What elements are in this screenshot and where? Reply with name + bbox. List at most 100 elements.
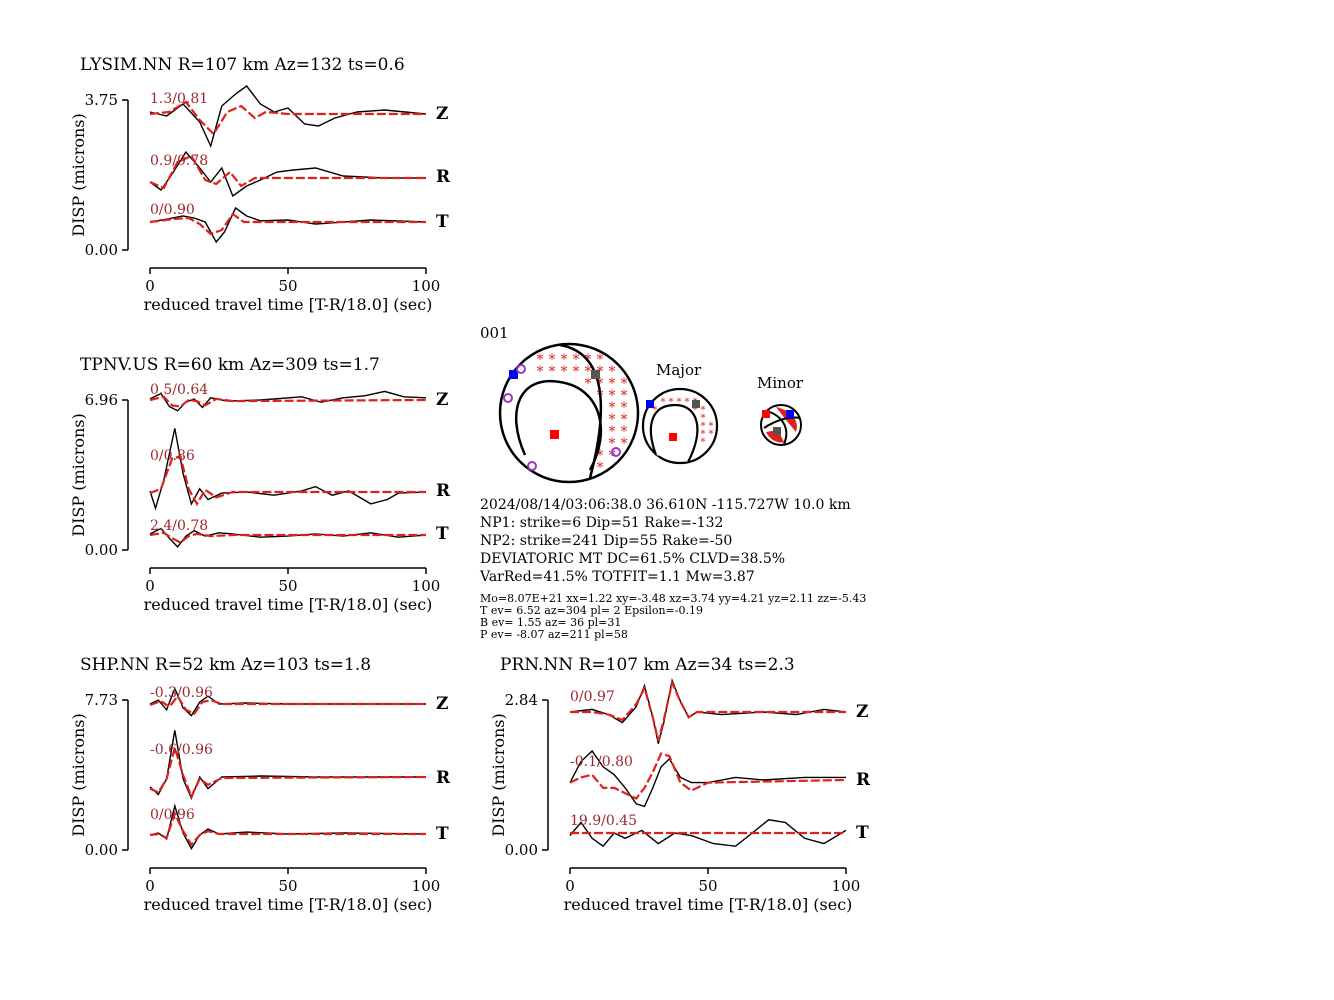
x-tick-label: 50 xyxy=(278,877,297,895)
panel-title: SHP.NN R=52 km Az=103 ts=1.8 xyxy=(80,655,371,675)
mechanism-detail-2: T ev= 6.52 az=304 pl= 2 Epsilon=-0.19 xyxy=(480,604,703,617)
beachball-major: ************** xyxy=(641,387,719,465)
star-mark: * xyxy=(585,364,592,380)
star-mark: * xyxy=(621,400,628,416)
trace-fit-label: 0/0.97 xyxy=(570,689,615,705)
star-mark: * xyxy=(585,376,592,392)
x-tick-label: 50 xyxy=(278,577,297,595)
star-mark: * xyxy=(573,352,580,368)
focal-mechanism-group: 001 ******************************* Majo… xyxy=(479,324,866,641)
y-tick-label: 0.00 xyxy=(85,241,118,259)
observed-trace-t xyxy=(149,206,427,244)
star-mark: * xyxy=(621,388,628,404)
panel-title: PRN.NN R=107 km Az=34 ts=2.3 xyxy=(500,655,795,675)
y-tick-label: 7.73 xyxy=(85,691,118,709)
mechanism-line-1: 2024/08/14/03:06:38.0 36.610N -115.727W … xyxy=(480,497,851,513)
star-mark: * xyxy=(609,400,616,416)
x-tick-label: 0 xyxy=(145,277,155,295)
y-axis-label: DISP (microns) xyxy=(69,113,88,237)
star-mark: * xyxy=(693,405,698,416)
x-axis-label: reduced travel time [T-R/18.0] (sec) xyxy=(144,295,433,314)
station-polarity-open xyxy=(611,447,621,457)
waveform-panel: LYSIM.NN R=107 km Az=132 ts=0.6 3.75 0.00 D… xyxy=(69,55,451,314)
synthetic-trace-r xyxy=(149,154,426,190)
y-axis-label: DISP (microns) xyxy=(69,713,88,837)
star-mark: * xyxy=(597,352,604,368)
trace-fit-label: 1.3/0.81 xyxy=(150,91,208,107)
x-tick-label: 50 xyxy=(698,877,717,895)
trace-fit-label: -0.1/0.80 xyxy=(570,754,633,770)
star-mark: * xyxy=(709,421,714,432)
station-polarity-open xyxy=(516,364,526,374)
panel-title: TPNV.US R=60 km Az=309 ts=1.7 xyxy=(80,355,380,375)
component-label: R xyxy=(436,167,451,187)
observed-trace-r xyxy=(149,150,426,198)
y-tick-label: 3.75 xyxy=(85,91,118,109)
b-axis-marker xyxy=(591,370,600,379)
beachball-minor xyxy=(760,404,802,446)
synthetic-trace-t xyxy=(149,810,426,847)
synthetic-trace-z xyxy=(149,100,426,136)
y-tick-label: 0.00 xyxy=(505,841,538,859)
p-axis-marker xyxy=(550,430,559,439)
synthetic-trace-r xyxy=(149,455,426,507)
x-tick-label: 100 xyxy=(412,277,441,295)
trace-fit-label: 2.4/0.78 xyxy=(150,518,208,534)
x-tick-label: 100 xyxy=(412,877,441,895)
x-axis-label: reduced travel time [T-R/18.0] (sec) xyxy=(144,895,433,914)
star-mark: * xyxy=(621,424,628,440)
trace-fit-label: 0/0.86 xyxy=(150,448,195,464)
trace-fit-label: 0.9/0.78 xyxy=(150,153,208,169)
synthetic-trace-z xyxy=(570,679,846,742)
mechanism-detail-3: B ev= 1.55 az= 36 pl=31 xyxy=(480,616,621,629)
mechanism-detail-1: Mo=8.07E+21 xx=1.22 xy=-3.48 xz=3.74 yy=… xyxy=(480,592,866,605)
component-label: R xyxy=(436,768,451,788)
star-mark: * xyxy=(609,364,616,380)
star-mark: * xyxy=(549,352,556,368)
star-mark: * xyxy=(653,405,658,416)
trace-fit-label: -0.6/0.96 xyxy=(150,742,213,758)
synthetic-trace-z xyxy=(149,694,426,716)
star-mark: * xyxy=(621,376,628,392)
star-mark: * xyxy=(621,412,628,428)
y-tick-label: 2.84 xyxy=(505,691,538,709)
trace-fit-label: 19.9/0.45 xyxy=(570,813,637,829)
star-mark: * xyxy=(669,397,674,408)
star-mark: * xyxy=(701,405,706,416)
component-label: Z xyxy=(436,104,448,124)
component-label: R xyxy=(436,481,451,501)
x-tick-label: 0 xyxy=(145,577,155,595)
star-mark: * xyxy=(609,388,616,404)
station-polarity-open xyxy=(527,461,537,471)
component-label: Z xyxy=(856,702,868,722)
component-label: T xyxy=(436,212,449,232)
trace-fit-label: 0.5/0.64 xyxy=(150,382,208,398)
star-mark: * xyxy=(701,421,706,432)
waveform-panel: PRN.NN R=107 km Az=34 ts=2.3 2.84 0.00 DISP… xyxy=(489,655,871,914)
nodal-plane-2 xyxy=(559,343,603,479)
x-tick-label: 0 xyxy=(145,877,155,895)
star-mark: * xyxy=(609,448,616,464)
star-mark: * xyxy=(661,397,666,408)
mechanism-line-5: VarRed=41.5% TOTFIT=1.1 Mw=3.87 xyxy=(479,569,755,585)
star-mark: * xyxy=(609,376,616,392)
y-tick-label: 0.00 xyxy=(85,541,118,559)
star-mark: * xyxy=(609,412,616,428)
star-mark: * xyxy=(597,376,604,392)
observed-trace-z xyxy=(149,85,427,149)
component-label: Z xyxy=(436,694,448,714)
observed-trace-r xyxy=(569,749,846,808)
mechanism-line-2: NP1: strike=6 Dip=51 Rake=-132 xyxy=(480,515,723,531)
star-mark: * xyxy=(701,429,706,440)
synthetic-trace-t xyxy=(149,212,426,236)
star-mark: * xyxy=(561,364,568,380)
observed-trace-t xyxy=(569,819,847,848)
synthetic-trace-r xyxy=(569,752,847,800)
component-label: Z xyxy=(436,390,448,410)
component-label: T xyxy=(436,524,449,544)
mechanism-line-3: NP2: strike=241 Dip=55 Rake=-50 xyxy=(480,533,732,549)
star-mark: * xyxy=(597,460,604,476)
waveform-panel: SHP.NN R=52 km Az=103 ts=1.8 7.73 0.00 DISP… xyxy=(69,655,451,914)
star-mark: * xyxy=(609,424,616,440)
star-mark: * xyxy=(701,413,706,424)
